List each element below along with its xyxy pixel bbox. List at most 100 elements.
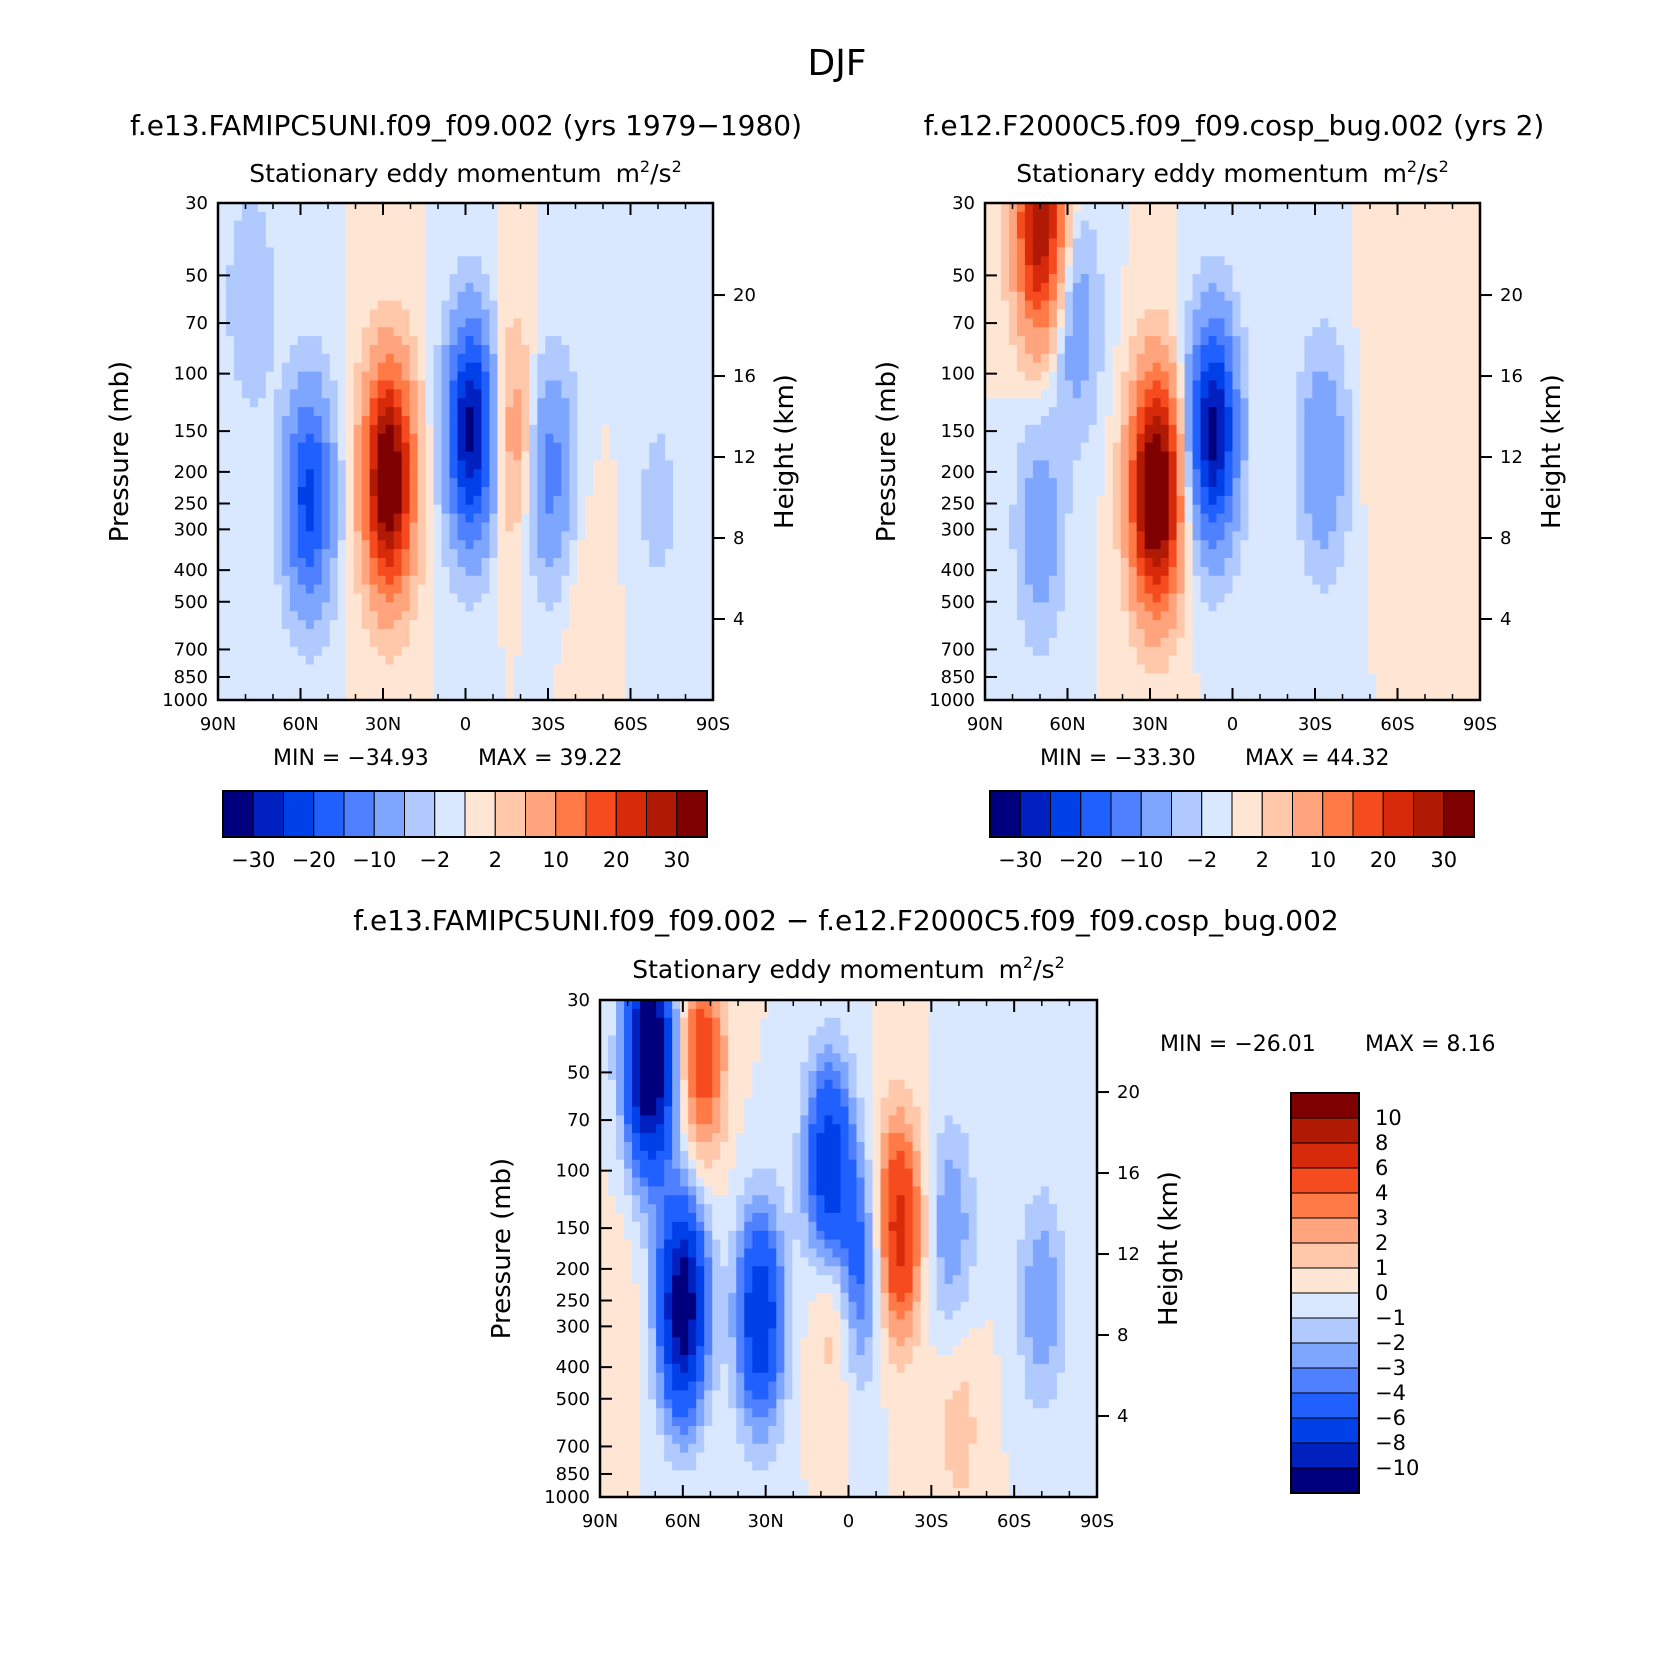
contour-cell xyxy=(337,211,347,222)
contour-cell xyxy=(641,265,650,275)
contour-cell xyxy=(497,274,507,284)
contour-cell xyxy=(218,504,227,515)
contour-cell xyxy=(273,309,283,319)
contour-cell xyxy=(329,220,339,231)
contour-cell xyxy=(1176,637,1186,648)
contour-cell xyxy=(1128,620,1138,630)
contour-cell xyxy=(449,531,459,541)
contour-cell xyxy=(545,345,554,355)
contour-cell xyxy=(225,602,235,612)
contour-cell xyxy=(1096,433,1106,444)
contour-cell xyxy=(1168,478,1178,488)
contour-cell xyxy=(425,620,435,630)
contour-cell xyxy=(513,691,522,701)
contour-cell xyxy=(1120,300,1130,311)
contour-cell xyxy=(1008,282,1018,293)
contour-cell xyxy=(1112,584,1122,595)
contour-cell xyxy=(337,345,347,355)
contour-cell xyxy=(601,513,610,524)
contour-cell xyxy=(218,291,227,302)
contour-cell xyxy=(305,220,315,231)
contour-cell xyxy=(449,353,459,364)
contour-cell xyxy=(449,629,459,639)
contour-cell xyxy=(657,602,666,612)
contour-cell xyxy=(369,584,379,595)
contour-cell xyxy=(281,504,291,515)
contour-cell xyxy=(241,664,251,674)
contour-cell xyxy=(1040,611,1050,621)
contour-cell xyxy=(225,211,235,222)
contour-cell xyxy=(1088,336,1098,346)
contour-cell xyxy=(321,433,331,444)
contour-cell xyxy=(353,673,363,683)
contour-cell xyxy=(609,291,618,302)
contour-cell xyxy=(1080,407,1090,417)
contour-cell xyxy=(505,336,514,346)
contour-cell xyxy=(1088,549,1098,559)
contour-cell xyxy=(1096,460,1106,470)
contour-cell xyxy=(625,256,634,266)
contour-cell xyxy=(577,460,586,470)
contour-cell xyxy=(1056,345,1066,355)
contour-cell xyxy=(249,274,259,284)
contour-cell xyxy=(409,380,419,390)
contour-cell xyxy=(1112,380,1122,390)
contour-cell xyxy=(1032,362,1042,373)
contour-cell xyxy=(641,345,650,355)
contour-cell xyxy=(537,362,546,373)
contour-cell xyxy=(665,362,674,373)
contour-cell xyxy=(1072,611,1082,621)
contour-cell xyxy=(441,371,451,382)
contour-cell xyxy=(1056,602,1066,612)
contour-cell xyxy=(249,238,259,248)
contour-cell xyxy=(513,478,522,488)
contour-cell xyxy=(1160,620,1170,630)
contour-cell xyxy=(985,220,994,231)
contour-cell xyxy=(433,371,443,382)
contour-cell xyxy=(1144,593,1154,603)
contour-cell xyxy=(393,203,403,213)
contour-cell xyxy=(1160,433,1170,444)
contour-cell xyxy=(681,353,690,364)
contour-cell xyxy=(561,495,570,506)
contour-cell xyxy=(617,664,626,674)
contour-cell xyxy=(1048,424,1058,435)
contour-cell xyxy=(673,566,682,577)
contour-cell xyxy=(1104,664,1114,674)
contour-cell xyxy=(385,469,395,479)
contour-cell xyxy=(992,327,1002,337)
contour-cell xyxy=(1008,487,1018,497)
contour-cell xyxy=(241,522,251,532)
contour-cell xyxy=(617,220,626,231)
contour-cell xyxy=(609,398,618,408)
contour-cell xyxy=(465,584,475,595)
contour-cell xyxy=(281,424,291,435)
contour-cell xyxy=(697,664,706,674)
contour-cell xyxy=(441,433,451,444)
contour-cell xyxy=(1032,389,1042,399)
contour-cell xyxy=(401,602,411,612)
contour-cell xyxy=(1104,646,1114,657)
contour-cell xyxy=(257,247,267,257)
contour-cell xyxy=(289,593,299,603)
contour-cell xyxy=(417,274,427,284)
contour-cell xyxy=(681,229,690,240)
contour-cell xyxy=(353,504,363,515)
contour-cell xyxy=(992,380,1002,390)
contour-cell xyxy=(1072,469,1082,479)
contour-cell xyxy=(377,451,387,461)
contour-cell xyxy=(297,691,307,701)
contour-cell xyxy=(393,353,403,364)
contour-cell xyxy=(601,691,610,701)
contour-cell xyxy=(1152,238,1162,248)
contour-cell xyxy=(609,637,618,648)
contour-cell xyxy=(218,309,227,319)
contour-cell xyxy=(529,416,538,426)
contour-cell xyxy=(577,353,586,364)
contour-cell xyxy=(673,549,682,559)
contour-cell xyxy=(1000,300,1010,311)
contour-cell xyxy=(337,282,347,293)
contour-cell xyxy=(1112,620,1122,630)
contour-cell xyxy=(473,629,483,639)
contour-cell xyxy=(281,416,291,426)
